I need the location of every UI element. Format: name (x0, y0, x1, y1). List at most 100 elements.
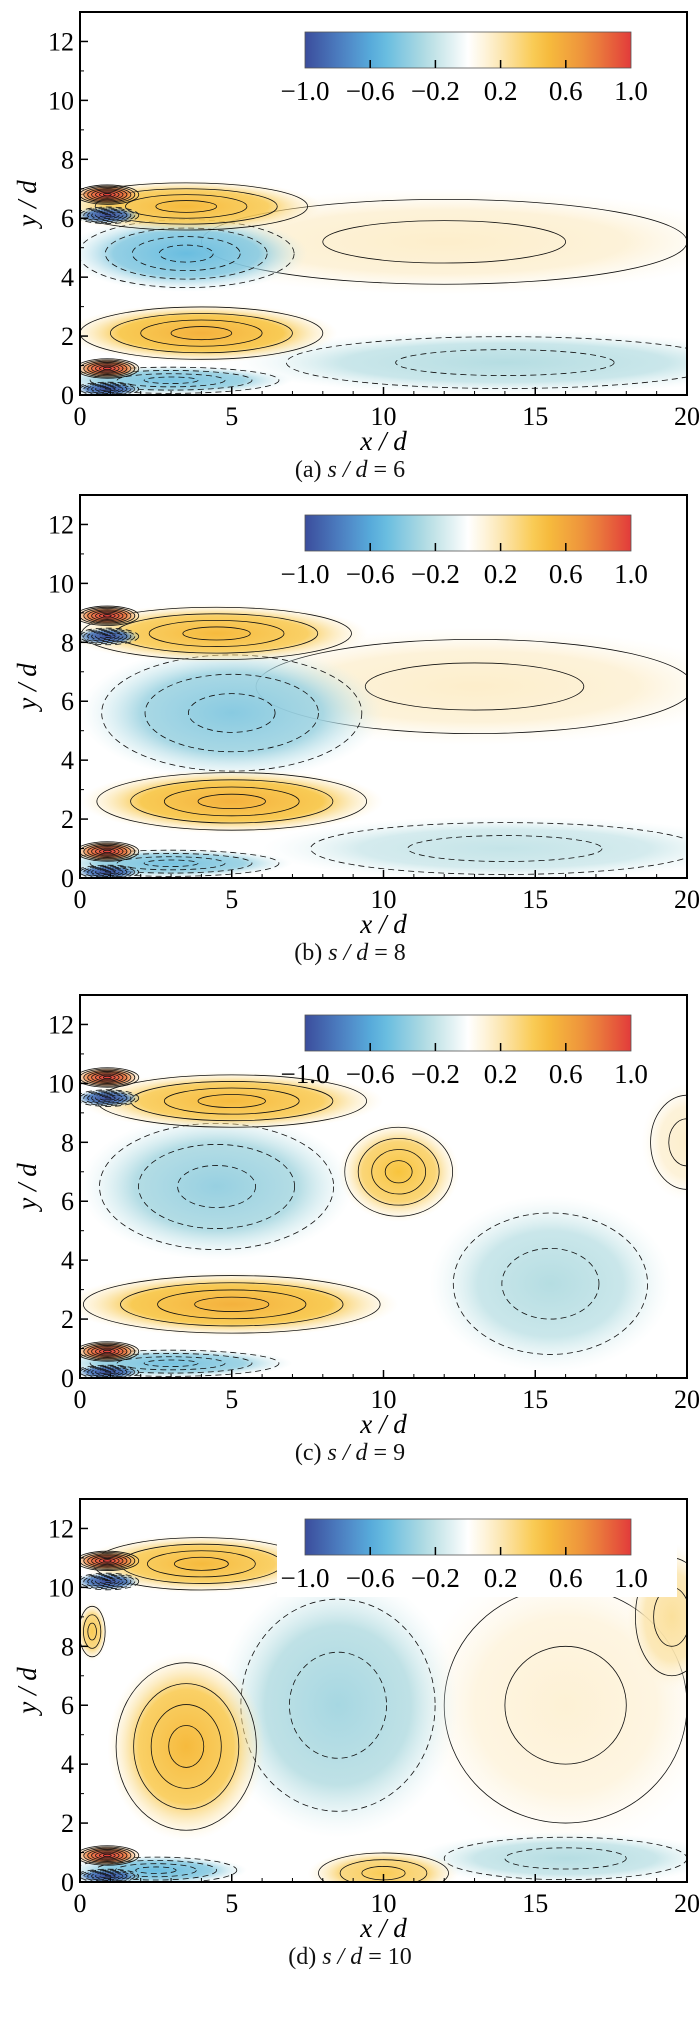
positive-contour-line (87, 1622, 97, 1641)
colorbar-tick-label: 1.0 (614, 1563, 648, 1593)
colorbar-gradient (304, 1518, 632, 1556)
negative-contour-line (80, 1572, 140, 1591)
x-tick-label: 0 (74, 1889, 87, 1918)
negative-contour-line (286, 336, 687, 389)
negative-contour-line (83, 1091, 132, 1105)
x-axis-label: x / d (359, 909, 407, 939)
vorticity-region (80, 645, 384, 781)
positive-contour-line (95, 1347, 120, 1356)
positive-contour-line (80, 1605, 106, 1658)
positive-contour-line (87, 1071, 128, 1084)
vorticity-region (80, 1534, 323, 1594)
positive-contour-line (99, 191, 116, 198)
negative-contour-line (99, 1369, 116, 1375)
vorticity-field (80, 12, 687, 395)
positive-contour-line (102, 193, 112, 197)
positive-contour-line (109, 313, 293, 354)
positive-contour-line (102, 1853, 112, 1858)
negative-contour-line (99, 212, 116, 218)
panel-caption: (c) s / d = 9 (0, 1440, 700, 1467)
negative-contour-line (95, 211, 120, 219)
positive-contour-line (102, 1559, 112, 1563)
colorbar-tick-label: 0.2 (484, 559, 518, 589)
colorbar-tick-label: −0.2 (411, 1563, 460, 1593)
positive-contour-line (91, 1346, 124, 1357)
panel-caption: (b) s / d = 8 (0, 940, 700, 967)
negative-contour-line (87, 630, 128, 643)
x-tick-label: 15 (522, 885, 548, 914)
positive-contour-line (339, 1859, 428, 1882)
negative-contour-line (99, 1095, 116, 1101)
positive-contour-line (87, 609, 128, 623)
y-tick-label: 12 (48, 1514, 74, 1543)
positive-contour-line (80, 184, 140, 205)
positive-contour-line (95, 190, 120, 199)
negative-contour-line (99, 869, 116, 875)
positive-contour-line (80, 306, 324, 360)
positive-contour-line (95, 1851, 120, 1860)
positive-contour-line (95, 1073, 120, 1082)
positive-contour-line (115, 1662, 257, 1831)
colorbar: −1.0 −0.6 −0.2 0.2 0.6 1.0 (281, 514, 648, 589)
caption-label: (b) (294, 940, 323, 966)
negative-contour-line (87, 867, 128, 877)
positive-contour-line (168, 1725, 205, 1768)
colorbar-tick-label: 0.2 (484, 1059, 518, 1089)
colorbar-tick-label: 0.6 (549, 559, 583, 589)
caption-label: (a) (294, 457, 322, 483)
positive-contour-line (83, 360, 132, 377)
positive-contour-line (80, 358, 140, 379)
positive-contour-line (87, 845, 128, 858)
positive-contour-line (322, 220, 567, 264)
y-tick-label: 10 (48, 1069, 74, 1098)
x-tick-label: 20 (674, 885, 700, 914)
positive-contour-line (80, 1845, 140, 1866)
negative-contour-line (116, 373, 226, 388)
vorticity-region (80, 1602, 108, 1662)
y-axis-label: y / d (12, 1163, 42, 1213)
x-tick-label: 20 (674, 1385, 700, 1414)
positive-contour-line (170, 326, 233, 341)
positive-contour-line (182, 626, 251, 641)
caption-value: = 9 (373, 1440, 406, 1466)
x-tick-label: 20 (674, 1889, 700, 1918)
negative-contour-line (504, 1847, 627, 1870)
y-axis-label: y / d (12, 1667, 42, 1717)
y-tick-label: 6 (61, 687, 74, 716)
panel-b: 0 5 10 15 20 0 2 4 6 8 10 12 x / d y / d −1.0 −0.6 −0.2 0… (0, 489, 700, 989)
negative-contour-line (95, 1577, 120, 1586)
positive-contour-line (83, 1343, 132, 1360)
negative-contour-line (80, 1364, 140, 1378)
negative-contour-line (187, 693, 276, 733)
colorbar-tick-label: 1.0 (614, 1059, 648, 1089)
vorticity-region (80, 303, 338, 363)
positive-contour-line (83, 186, 132, 203)
positive-contour-line (99, 1348, 116, 1355)
colorbar-tick-label: −0.6 (346, 1563, 395, 1593)
x-tick-label: 10 (371, 402, 397, 431)
negative-contour-line (80, 381, 140, 395)
vorticity-region (337, 1121, 460, 1222)
colorbar: −1.0 −0.6 −0.2 0.2 0.6 1.0 (281, 1014, 648, 1089)
positive-contour-line (371, 1149, 427, 1195)
panel-caption: (a) s / d = 6 (0, 457, 700, 484)
x-tick-label: 10 (371, 1889, 397, 1918)
x-tick-label: 15 (522, 1889, 548, 1918)
colorbar: −1.0 −0.6 −0.2 0.2 0.6 1.0 (281, 31, 648, 106)
colorbar-tick-label: 0.2 (484, 1563, 518, 1593)
negative-contour-line (80, 382, 136, 395)
colorbar-tick-label: −0.6 (346, 1059, 395, 1089)
negative-contour-line (116, 856, 226, 871)
positive-contour-line (80, 1551, 136, 1570)
x-tick-label: 0 (74, 402, 87, 431)
negative-contour-line (80, 628, 136, 645)
positive-contour-line (80, 1341, 140, 1362)
positive-contour-line (95, 847, 120, 856)
positive-contour-line (91, 610, 124, 622)
y-tick-label: 4 (61, 746, 74, 775)
negative-contour-line (80, 627, 140, 646)
positive-contour-line (504, 1645, 627, 1765)
negative-contour-line (80, 1573, 136, 1590)
negative-contour-line (177, 1165, 256, 1208)
positive-contour-line (83, 1069, 132, 1086)
